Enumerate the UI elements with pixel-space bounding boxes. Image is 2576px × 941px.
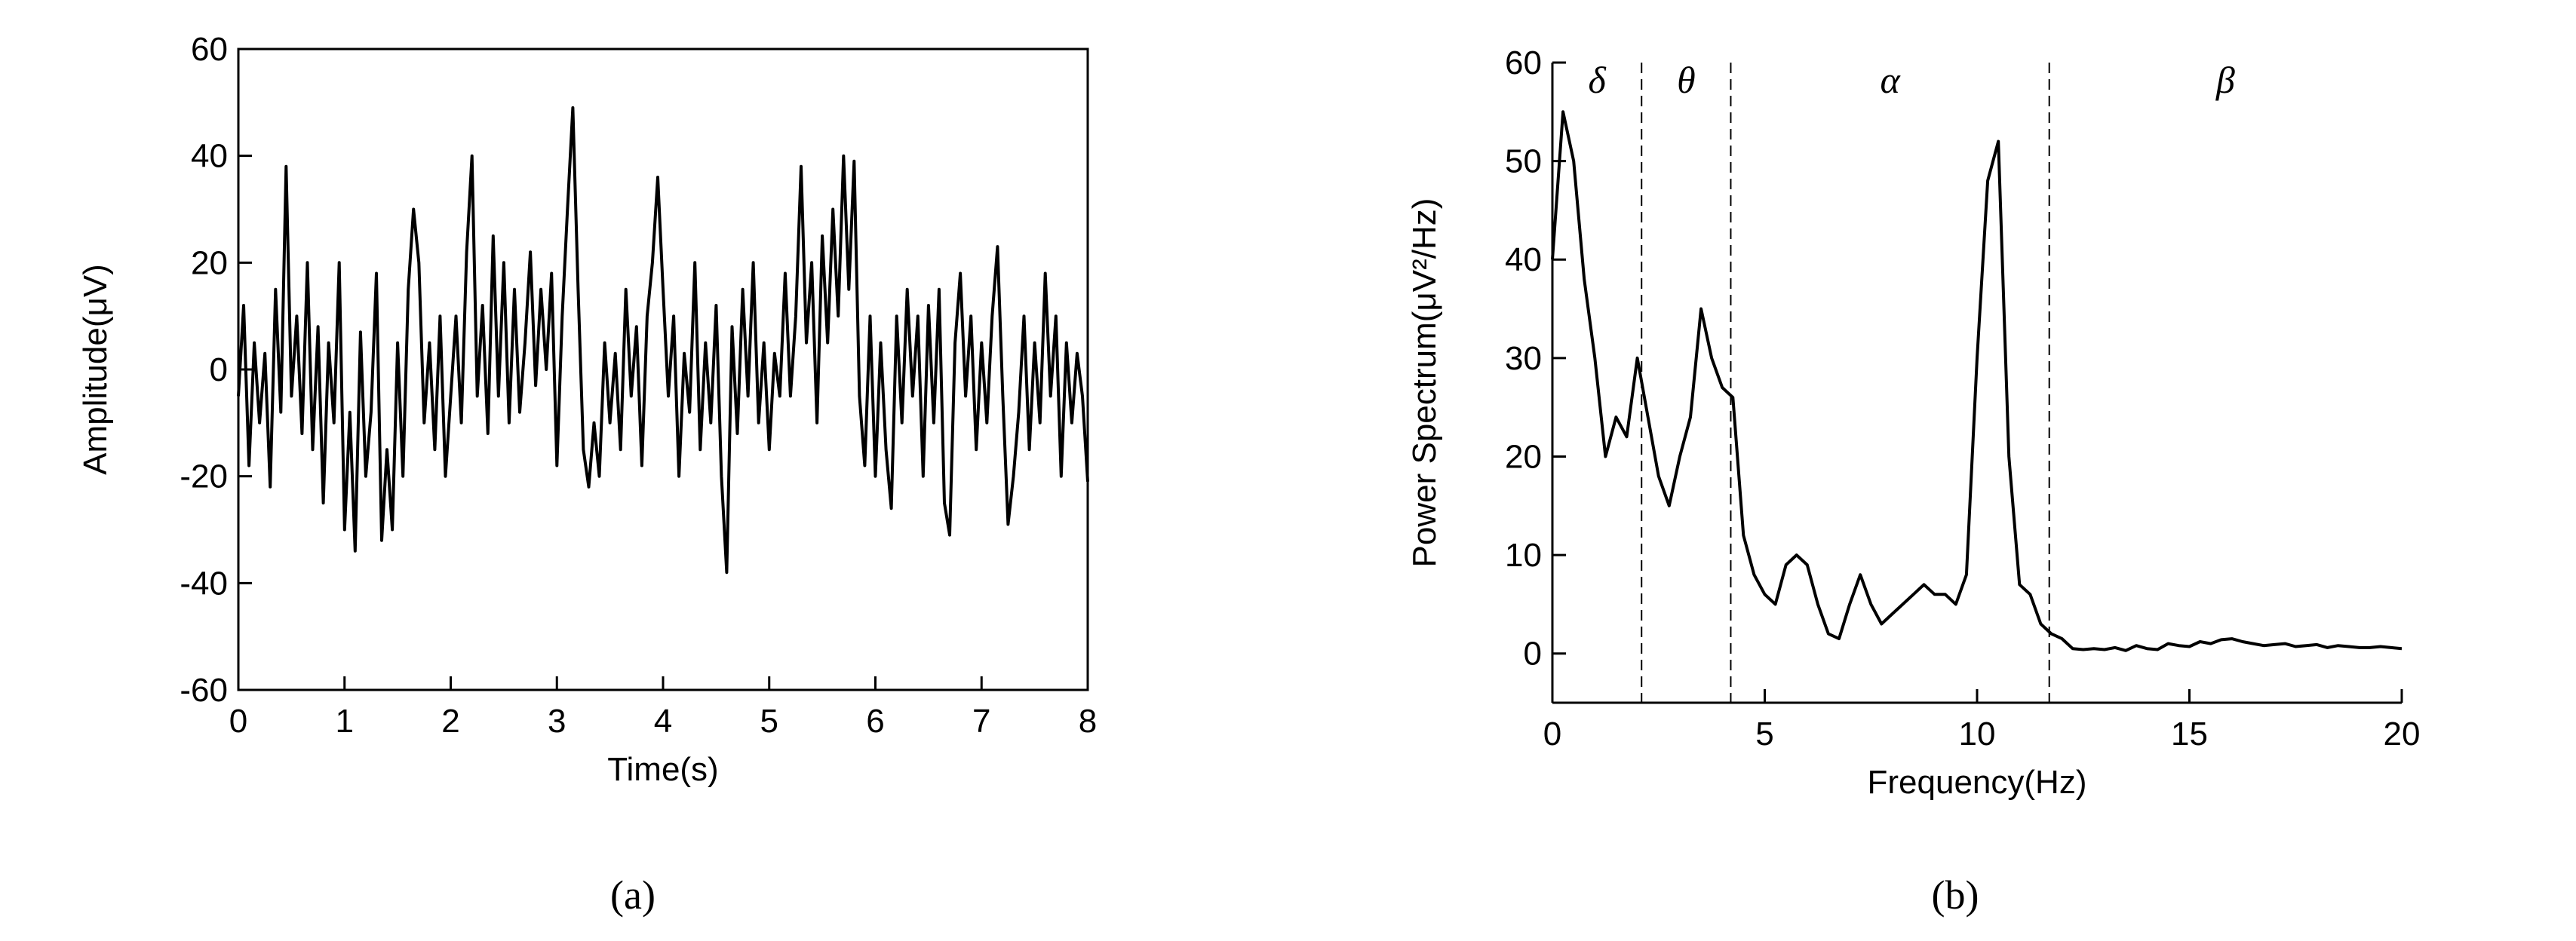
- band-label: δ: [1588, 59, 1606, 101]
- y-tick-label: 60: [191, 31, 228, 68]
- y-tick-label: 0: [1524, 636, 1542, 673]
- caption: (b): [1932, 872, 1979, 918]
- x-tick-label: 6: [866, 703, 884, 740]
- x-tick-label: 0: [1543, 716, 1561, 752]
- y-tick-label: 40: [1505, 241, 1542, 278]
- signal-line: [237, 106, 1089, 575]
- band-label: β: [2215, 59, 2235, 101]
- x-tick-label: 8: [1079, 703, 1097, 740]
- y-tick-label: 20: [1505, 438, 1542, 475]
- x-tick-label: 5: [760, 703, 778, 740]
- y-tick-label: -60: [180, 672, 228, 709]
- y-tick-label: 30: [1505, 340, 1542, 377]
- caption: (a): [610, 872, 656, 918]
- plot-frame: [237, 48, 1089, 691]
- x-tick-label: 4: [654, 703, 672, 740]
- y-tick-label: 60: [1505, 44, 1542, 81]
- band-label: θ: [1677, 59, 1696, 101]
- x-tick-label: 3: [548, 703, 566, 740]
- band-label: α: [1880, 59, 1901, 101]
- y-tick-label: 40: [191, 138, 228, 175]
- y-axis-label: Amplitude(μV): [77, 264, 114, 475]
- x-tick-label: 5: [1755, 716, 1773, 752]
- x-tick-label: 20: [2384, 716, 2421, 752]
- x-tick-label: 15: [2171, 716, 2208, 752]
- y-tick-label: 0: [210, 351, 228, 388]
- x-tick-label: 0: [229, 703, 247, 740]
- x-axis-label: Time(s): [607, 751, 718, 788]
- y-tick-label: 50: [1505, 143, 1542, 180]
- y-tick-label: 20: [191, 244, 228, 281]
- signal-line: [1551, 110, 2403, 652]
- y-tick-label: 10: [1505, 537, 1542, 574]
- y-axis-label: Power Spectrum(μV²/Hz): [1406, 198, 1443, 568]
- y-tick-label: -40: [180, 565, 228, 602]
- x-tick-label: 7: [972, 703, 990, 740]
- x-tick-label: 1: [336, 703, 354, 740]
- x-tick-label: 10: [1959, 716, 1996, 752]
- x-tick-label: 2: [441, 703, 459, 740]
- y-tick-label: -20: [180, 458, 228, 495]
- x-axis-label: Frequency(Hz): [1868, 764, 2087, 801]
